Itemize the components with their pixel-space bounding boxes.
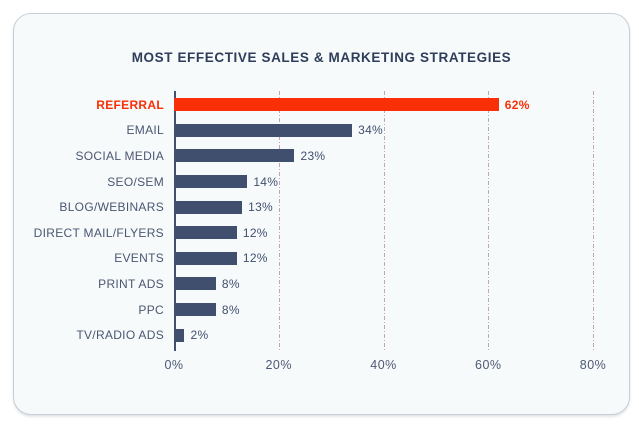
bar (174, 175, 248, 189)
bar-row: SOCIAL MEDIA 23% (14, 143, 629, 169)
category-label: EMAIL (126, 123, 164, 138)
x-axis-ticks: 0% 20% 40% 60% 80% (164, 358, 614, 374)
bar-area: 23% (174, 149, 614, 163)
category-label: SOCIAL MEDIA (75, 148, 164, 163)
bar-row: TV/RADIO ADS 2% (14, 322, 629, 348)
value-label: 2% (190, 328, 209, 343)
bar (174, 277, 216, 291)
category-label: TV/RADIO ADS (76, 328, 164, 343)
category-label: REFERRAL (96, 97, 164, 112)
bar-row: EMAIL 34% (14, 118, 629, 144)
bar-row: SEO/SEM 14% (14, 169, 629, 195)
bar (174, 226, 237, 240)
bar (174, 98, 499, 112)
category-label: PPC (138, 302, 164, 317)
bar-row: PRINT ADS 8% (14, 271, 629, 297)
bar (174, 149, 295, 163)
bar-area: 12% (174, 226, 614, 240)
value-label: 13% (248, 200, 274, 215)
category-label: SEO/SEM (107, 174, 164, 189)
bar (174, 251, 237, 265)
value-label: 14% (253, 174, 279, 189)
x-tick-label: 0% (164, 358, 184, 372)
value-label: 12% (242, 251, 268, 266)
value-label: 8% (221, 302, 240, 317)
bar-row: PPC 8% (14, 297, 629, 323)
bar-area: 12% (174, 251, 614, 265)
bar (174, 123, 353, 137)
x-tick-label: 80% (579, 358, 607, 372)
bar (174, 200, 243, 214)
bar-area: 8% (174, 277, 614, 291)
x-tick-label: 40% (370, 358, 397, 372)
x-tick-label: 60% (475, 358, 502, 372)
value-label: 62% (504, 97, 530, 112)
category-label: BLOG/WEBINARS (59, 200, 164, 215)
gridline (383, 91, 385, 351)
chart-title: MOST EFFECTIVE SALES & MARKETING STRATEG… (131, 50, 512, 65)
bar-area: 62% (174, 98, 614, 112)
bar-area: 13% (174, 200, 614, 214)
chart-card: MOST EFFECTIVE SALES & MARKETING STRATEG… (13, 13, 630, 415)
bar (174, 328, 185, 342)
gridline (488, 91, 490, 351)
gridline (278, 91, 280, 351)
bar-row: BLOG/WEBINARS 13% (14, 194, 629, 220)
category-label: EVENTS (114, 251, 164, 266)
bar-area: 34% (174, 123, 614, 137)
grid-area (174, 91, 614, 351)
bar-rows: REFERRAL 62% EMAIL 34% SOCIAL MEDIA 23% SEO/SE… (14, 92, 629, 348)
category-label: DIRECT MAIL/FLYERS (33, 225, 164, 240)
bar (174, 303, 216, 317)
gridline (593, 91, 595, 351)
bar-row: DIRECT MAIL/FLYERS 12% (14, 220, 629, 246)
category-label: PRINT ADS (98, 276, 164, 291)
bar-row: REFERRAL 62% (14, 92, 629, 118)
x-tick-label: 20% (265, 358, 293, 372)
value-label: 12% (242, 225, 268, 240)
y-axis-line (174, 91, 176, 351)
value-label: 34% (358, 123, 384, 138)
bar-area: 14% (174, 175, 614, 189)
value-label: 23% (300, 148, 326, 163)
bar-area: 8% (174, 303, 614, 317)
bar-row: EVENTS 12% (14, 246, 629, 272)
bar-area: 2% (174, 328, 614, 342)
value-label: 8% (221, 276, 240, 291)
